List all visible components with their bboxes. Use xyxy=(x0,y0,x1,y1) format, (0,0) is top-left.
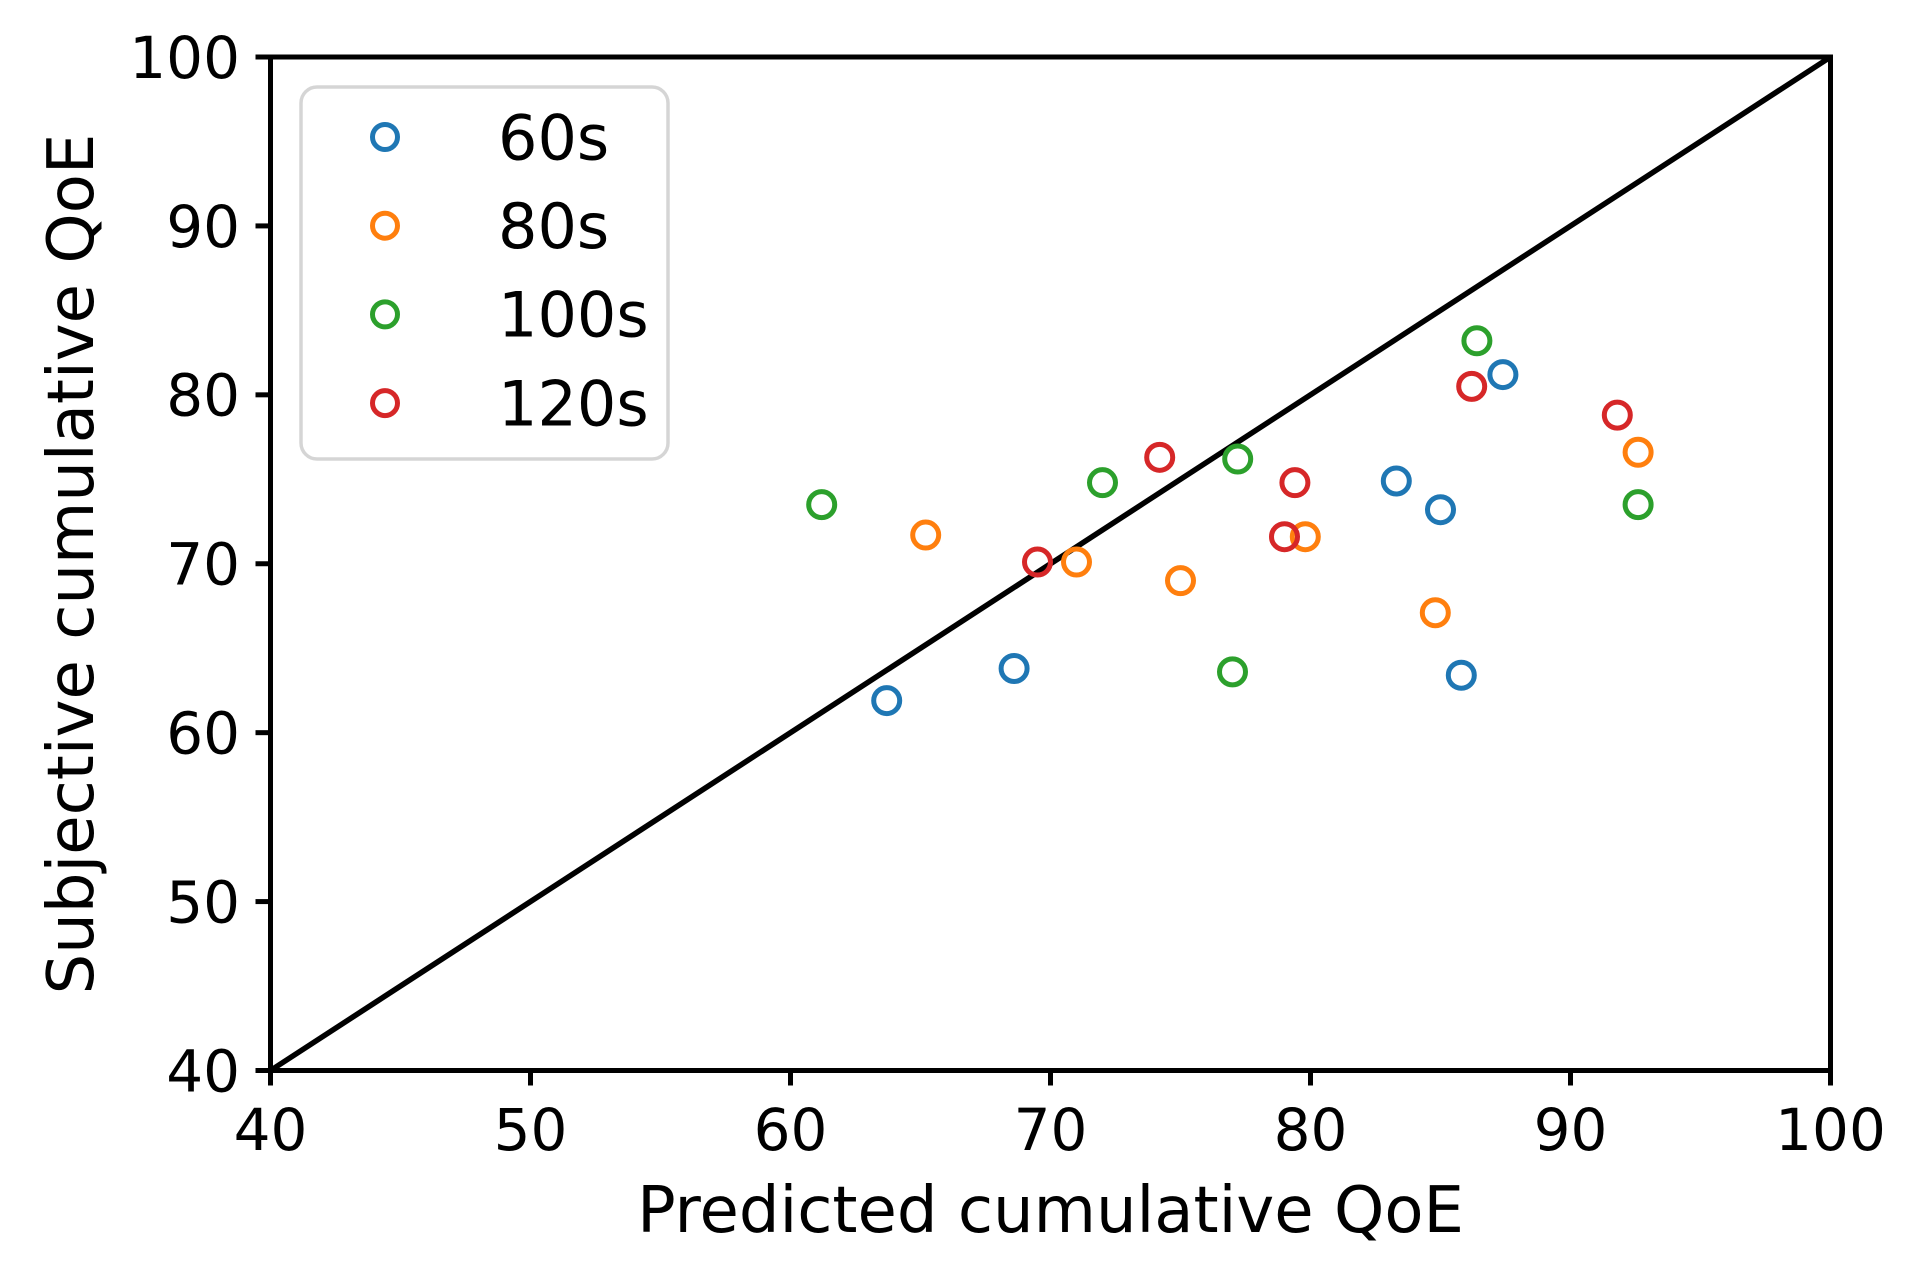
scatter-point xyxy=(1601,399,1633,431)
scatter-point xyxy=(1487,359,1519,391)
scatter-point xyxy=(1022,546,1053,578)
scatter-point xyxy=(806,489,838,521)
y-tick-label: 40 xyxy=(166,1037,240,1105)
legend-box xyxy=(299,85,670,461)
x-tick-label: 60 xyxy=(754,1096,828,1164)
scatter-point xyxy=(1279,467,1311,499)
x-tick-label: 40 xyxy=(234,1096,308,1164)
series-60s xyxy=(871,359,1519,717)
scatter-point xyxy=(1380,465,1412,497)
scatter-point xyxy=(1087,467,1118,499)
legend-marker-80s xyxy=(370,210,400,241)
scatter-point xyxy=(1419,597,1451,629)
legend-label-60s: 60s xyxy=(498,101,609,174)
series-80s xyxy=(910,436,1654,629)
legend-label-100s: 100s xyxy=(498,279,649,352)
x-axis-ticks: 40 50 60 70 80 90 100 xyxy=(234,1070,1886,1164)
legend-marker-60s xyxy=(370,122,400,152)
scatter-point xyxy=(1456,370,1488,402)
scatter-point xyxy=(1061,546,1092,578)
scatter-point xyxy=(910,519,942,551)
scatter-point xyxy=(1425,494,1456,526)
scatter-point xyxy=(1461,325,1493,357)
x-tick-label: 90 xyxy=(1534,1096,1608,1164)
scatter-point xyxy=(1622,436,1654,468)
y-tick-label: 90 xyxy=(166,193,240,261)
series-100s xyxy=(806,325,1654,688)
series-120s xyxy=(1022,370,1633,578)
legend-marker-120s xyxy=(370,388,400,419)
legend-entries: 60s 80s 100s 120s xyxy=(370,101,649,440)
x-tick-label: 100 xyxy=(1775,1096,1886,1164)
scatter-point xyxy=(1289,521,1321,553)
scatter-point xyxy=(1165,565,1196,597)
y-tick-label: 80 xyxy=(166,362,240,430)
legend: 60s 80s 100s 120s xyxy=(299,85,670,461)
y-axis-ticks: 40 50 60 70 80 90 100 xyxy=(129,24,271,1105)
scatter-point xyxy=(998,652,1030,684)
y-tick-label: 100 xyxy=(129,24,240,92)
scatter-point xyxy=(1622,489,1654,521)
scatter-point xyxy=(1269,521,1300,553)
legend-label-80s: 80s xyxy=(498,190,609,263)
x-tick-label: 50 xyxy=(494,1096,568,1164)
y-tick-label: 50 xyxy=(166,868,240,936)
y-axis-label: Subjective cumulative QoE xyxy=(35,134,109,995)
x-tick-label: 70 xyxy=(1014,1096,1088,1164)
y-tick-label: 60 xyxy=(166,700,240,768)
scatter-point xyxy=(1445,659,1477,691)
y-tick-label: 70 xyxy=(166,531,240,599)
scatter-points xyxy=(806,325,1654,717)
scatter-point xyxy=(1217,656,1248,688)
scatter-point xyxy=(1222,443,1254,475)
legend-label-120s: 120s xyxy=(498,367,649,440)
legend-marker-100s xyxy=(370,299,400,330)
scatter-point xyxy=(871,685,903,717)
scatter-point xyxy=(1144,441,1176,473)
x-axis-label: Predicted cumulative QoE xyxy=(637,1174,1464,1248)
x-tick-label: 80 xyxy=(1274,1096,1348,1164)
